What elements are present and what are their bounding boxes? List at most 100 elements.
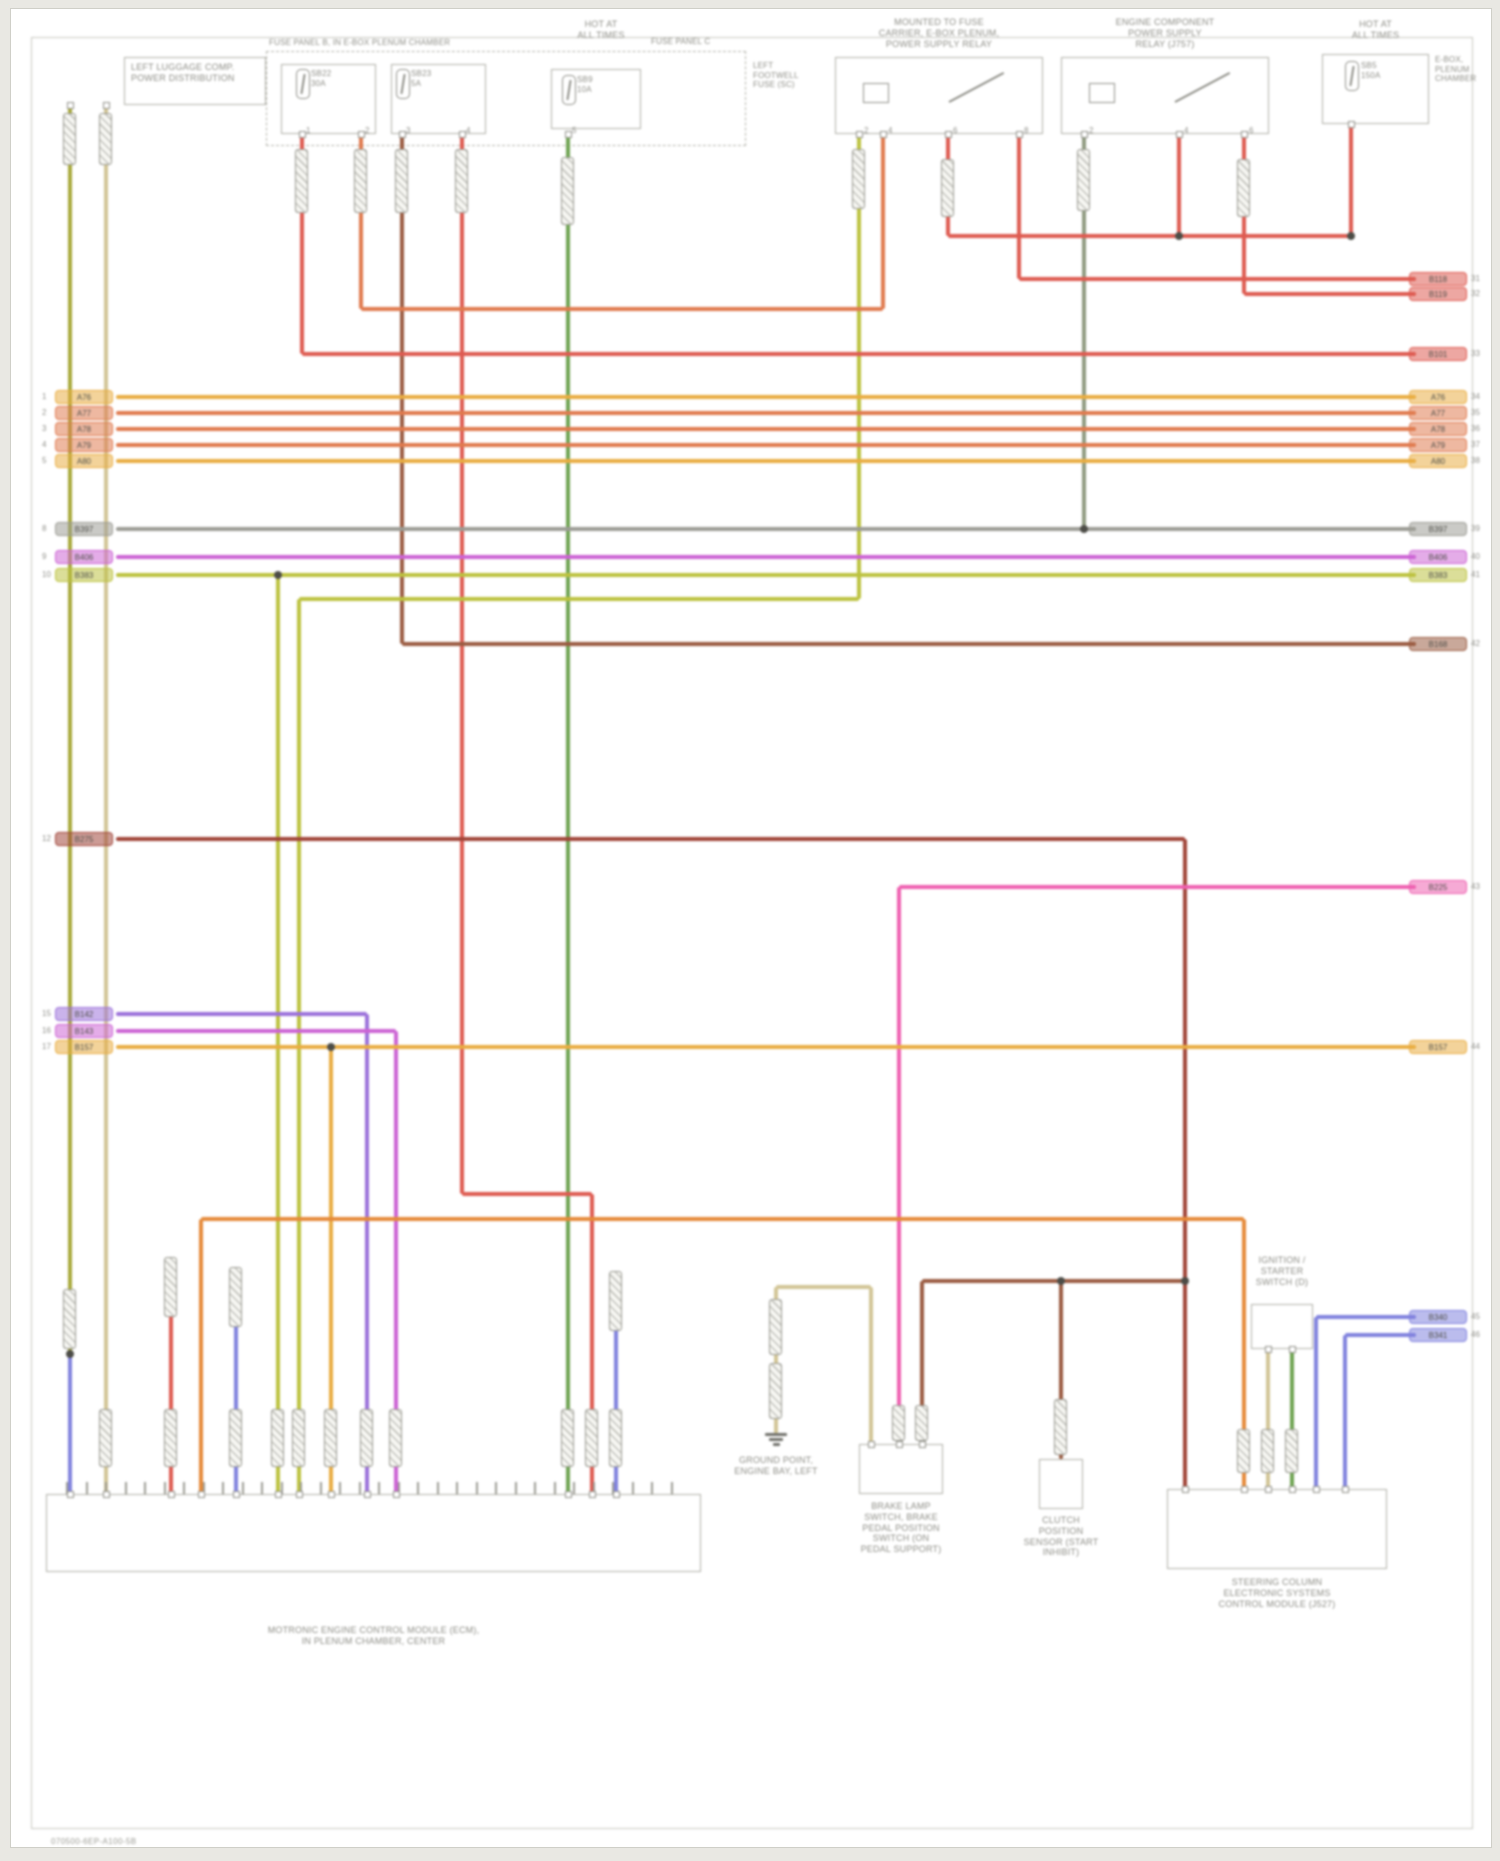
- diagram-label: MOUNTED TO FUSE CARRIER, E-BOX PLENUM, POW…: [878, 17, 1000, 49]
- pin-square: [1175, 130, 1183, 138]
- wire-red: [462, 1192, 592, 1196]
- pin-square: [1264, 1345, 1272, 1353]
- wire-label: B397: [1409, 522, 1467, 536]
- ecm-pin-tick: [651, 1482, 653, 1494]
- wire-red: [300, 134, 304, 354]
- pin-square: [1181, 1485, 1189, 1493]
- diagram-label: SB22 30A: [311, 69, 332, 88]
- wire-tan: [869, 1287, 873, 1444]
- inline-connector: [229, 1409, 242, 1467]
- ecm-pin-tick: [534, 1482, 536, 1494]
- inline-connector: [915, 1405, 928, 1441]
- diagram-label: LEFT LUGGAGE COMP. POWER DISTRIBUTION: [131, 62, 235, 83]
- pin-square: [392, 1490, 400, 1498]
- wire-label-number: 31: [1471, 274, 1480, 283]
- inline-connector: [360, 1409, 373, 1467]
- junction-dot: [66, 1350, 74, 1358]
- ecm-pin-tick: [144, 1482, 146, 1494]
- diagram-label: GROUND POINT, ENGINE BAY, LEFT: [734, 1455, 818, 1476]
- wire-label: A78: [55, 422, 113, 436]
- ground-icon: [772, 1443, 780, 1446]
- pin-square: [612, 1490, 620, 1498]
- wire-pur: [365, 1014, 369, 1494]
- junction-dot: [1057, 1277, 1065, 1285]
- pin-number: 4: [888, 126, 893, 135]
- inline-connector: [585, 1409, 598, 1467]
- wire-label: A80: [1409, 454, 1467, 468]
- inline-connector: [769, 1299, 782, 1355]
- ecm-pin-tick: [612, 1482, 614, 1494]
- wire-label-number: 2: [42, 408, 47, 417]
- diagram-label: BRAKE LAMP SWITCH, BRAKE PEDAL POSITION SWI…: [860, 1501, 942, 1555]
- inline-connector: [852, 149, 865, 209]
- wire-label: B406: [55, 550, 113, 564]
- diagram-border: [31, 37, 1473, 1829]
- pin-number: 6: [1249, 126, 1254, 135]
- pin-square: [867, 1440, 875, 1448]
- ecm-pin-tick: [573, 1482, 575, 1494]
- pin-square: [66, 101, 74, 109]
- pin-number: 3: [406, 126, 411, 135]
- inline-connector: [769, 1363, 782, 1419]
- diagram-label: IGNITION / STARTER SWITCH (D): [1255, 1255, 1309, 1287]
- inline-connector: [324, 1409, 337, 1467]
- ground-icon: [769, 1438, 783, 1441]
- relay-coil-icon: [863, 83, 889, 103]
- wire-brn: [922, 1279, 1185, 1283]
- inline-connector: [1261, 1429, 1274, 1473]
- inline-connector: [941, 159, 954, 217]
- ecm-pin-tick: [670, 1482, 673, 1494]
- wire-label: B340: [1409, 1310, 1467, 1324]
- wire-red: [1244, 292, 1416, 296]
- wire-label-number: 43: [1471, 882, 1480, 891]
- pin-square: [1341, 1485, 1349, 1493]
- wire-label: B341: [1409, 1328, 1467, 1342]
- wire-label-number: 3: [42, 424, 47, 433]
- wiring-diagram: 070500-6EP-A100-5B A76 1 A77 2 A78 3 A79 4 A80 5 B…: [11, 9, 1491, 1847]
- component-box: [1167, 1489, 1387, 1569]
- junction-dot: [327, 1043, 335, 1051]
- diagram-label: MOTRONIC ENGINE CONTROL MODULE (ECM), IN …: [267, 1625, 480, 1646]
- inline-connector: [1237, 159, 1250, 217]
- wire-label-number: 9: [42, 552, 47, 561]
- wire-gg: [1082, 134, 1086, 529]
- ecm-pin-tick: [514, 1482, 517, 1494]
- junction-dot: [1181, 1277, 1189, 1285]
- ecm-pin-tick: [436, 1482, 439, 1494]
- pin-square: [1312, 1485, 1320, 1493]
- wire-label-number: 45: [1471, 1312, 1480, 1321]
- pin-number: 8: [1024, 126, 1029, 135]
- pin-square: [274, 1490, 282, 1498]
- inline-connector: [99, 113, 112, 165]
- component-box: [266, 51, 746, 146]
- wire-label: A77: [1409, 406, 1467, 420]
- diagram-label: LEFT FOOTWELL FUSE (SC): [753, 61, 799, 90]
- pin-square: [197, 1490, 205, 1498]
- wire-label: B119: [1409, 287, 1467, 301]
- wire-dkr: [1183, 839, 1187, 1489]
- junction-dot: [1080, 525, 1088, 533]
- pin-square: [1288, 1485, 1296, 1493]
- ecm-pin-tick: [631, 1482, 634, 1494]
- wire-tan: [1266, 1349, 1270, 1489]
- pin-square: [398, 130, 406, 138]
- inline-connector: [609, 1271, 622, 1331]
- pin-square: [66, 1490, 74, 1498]
- pin-number: 4: [466, 126, 471, 135]
- wire-label-number: 5: [42, 456, 47, 465]
- wire-blu: [1316, 1315, 1416, 1319]
- junction-dot: [274, 571, 282, 579]
- wire-label-number: 1: [42, 392, 47, 401]
- wire-label: B275: [55, 832, 113, 846]
- wire-label: B157: [55, 1040, 113, 1054]
- wire-brn: [1059, 1281, 1063, 1459]
- wire-grn: [566, 134, 570, 1494]
- wire-label: A79: [55, 438, 113, 452]
- wire-blu: [1345, 1333, 1416, 1337]
- fuse-icon: [1345, 61, 1359, 91]
- ecm-pin-tick: [105, 1482, 107, 1494]
- wire-label: B383: [55, 568, 113, 582]
- wire-label: B118: [1409, 272, 1467, 286]
- diagram-label: HOT AT ALL TIMES: [1351, 19, 1400, 40]
- wire-red: [302, 352, 1416, 356]
